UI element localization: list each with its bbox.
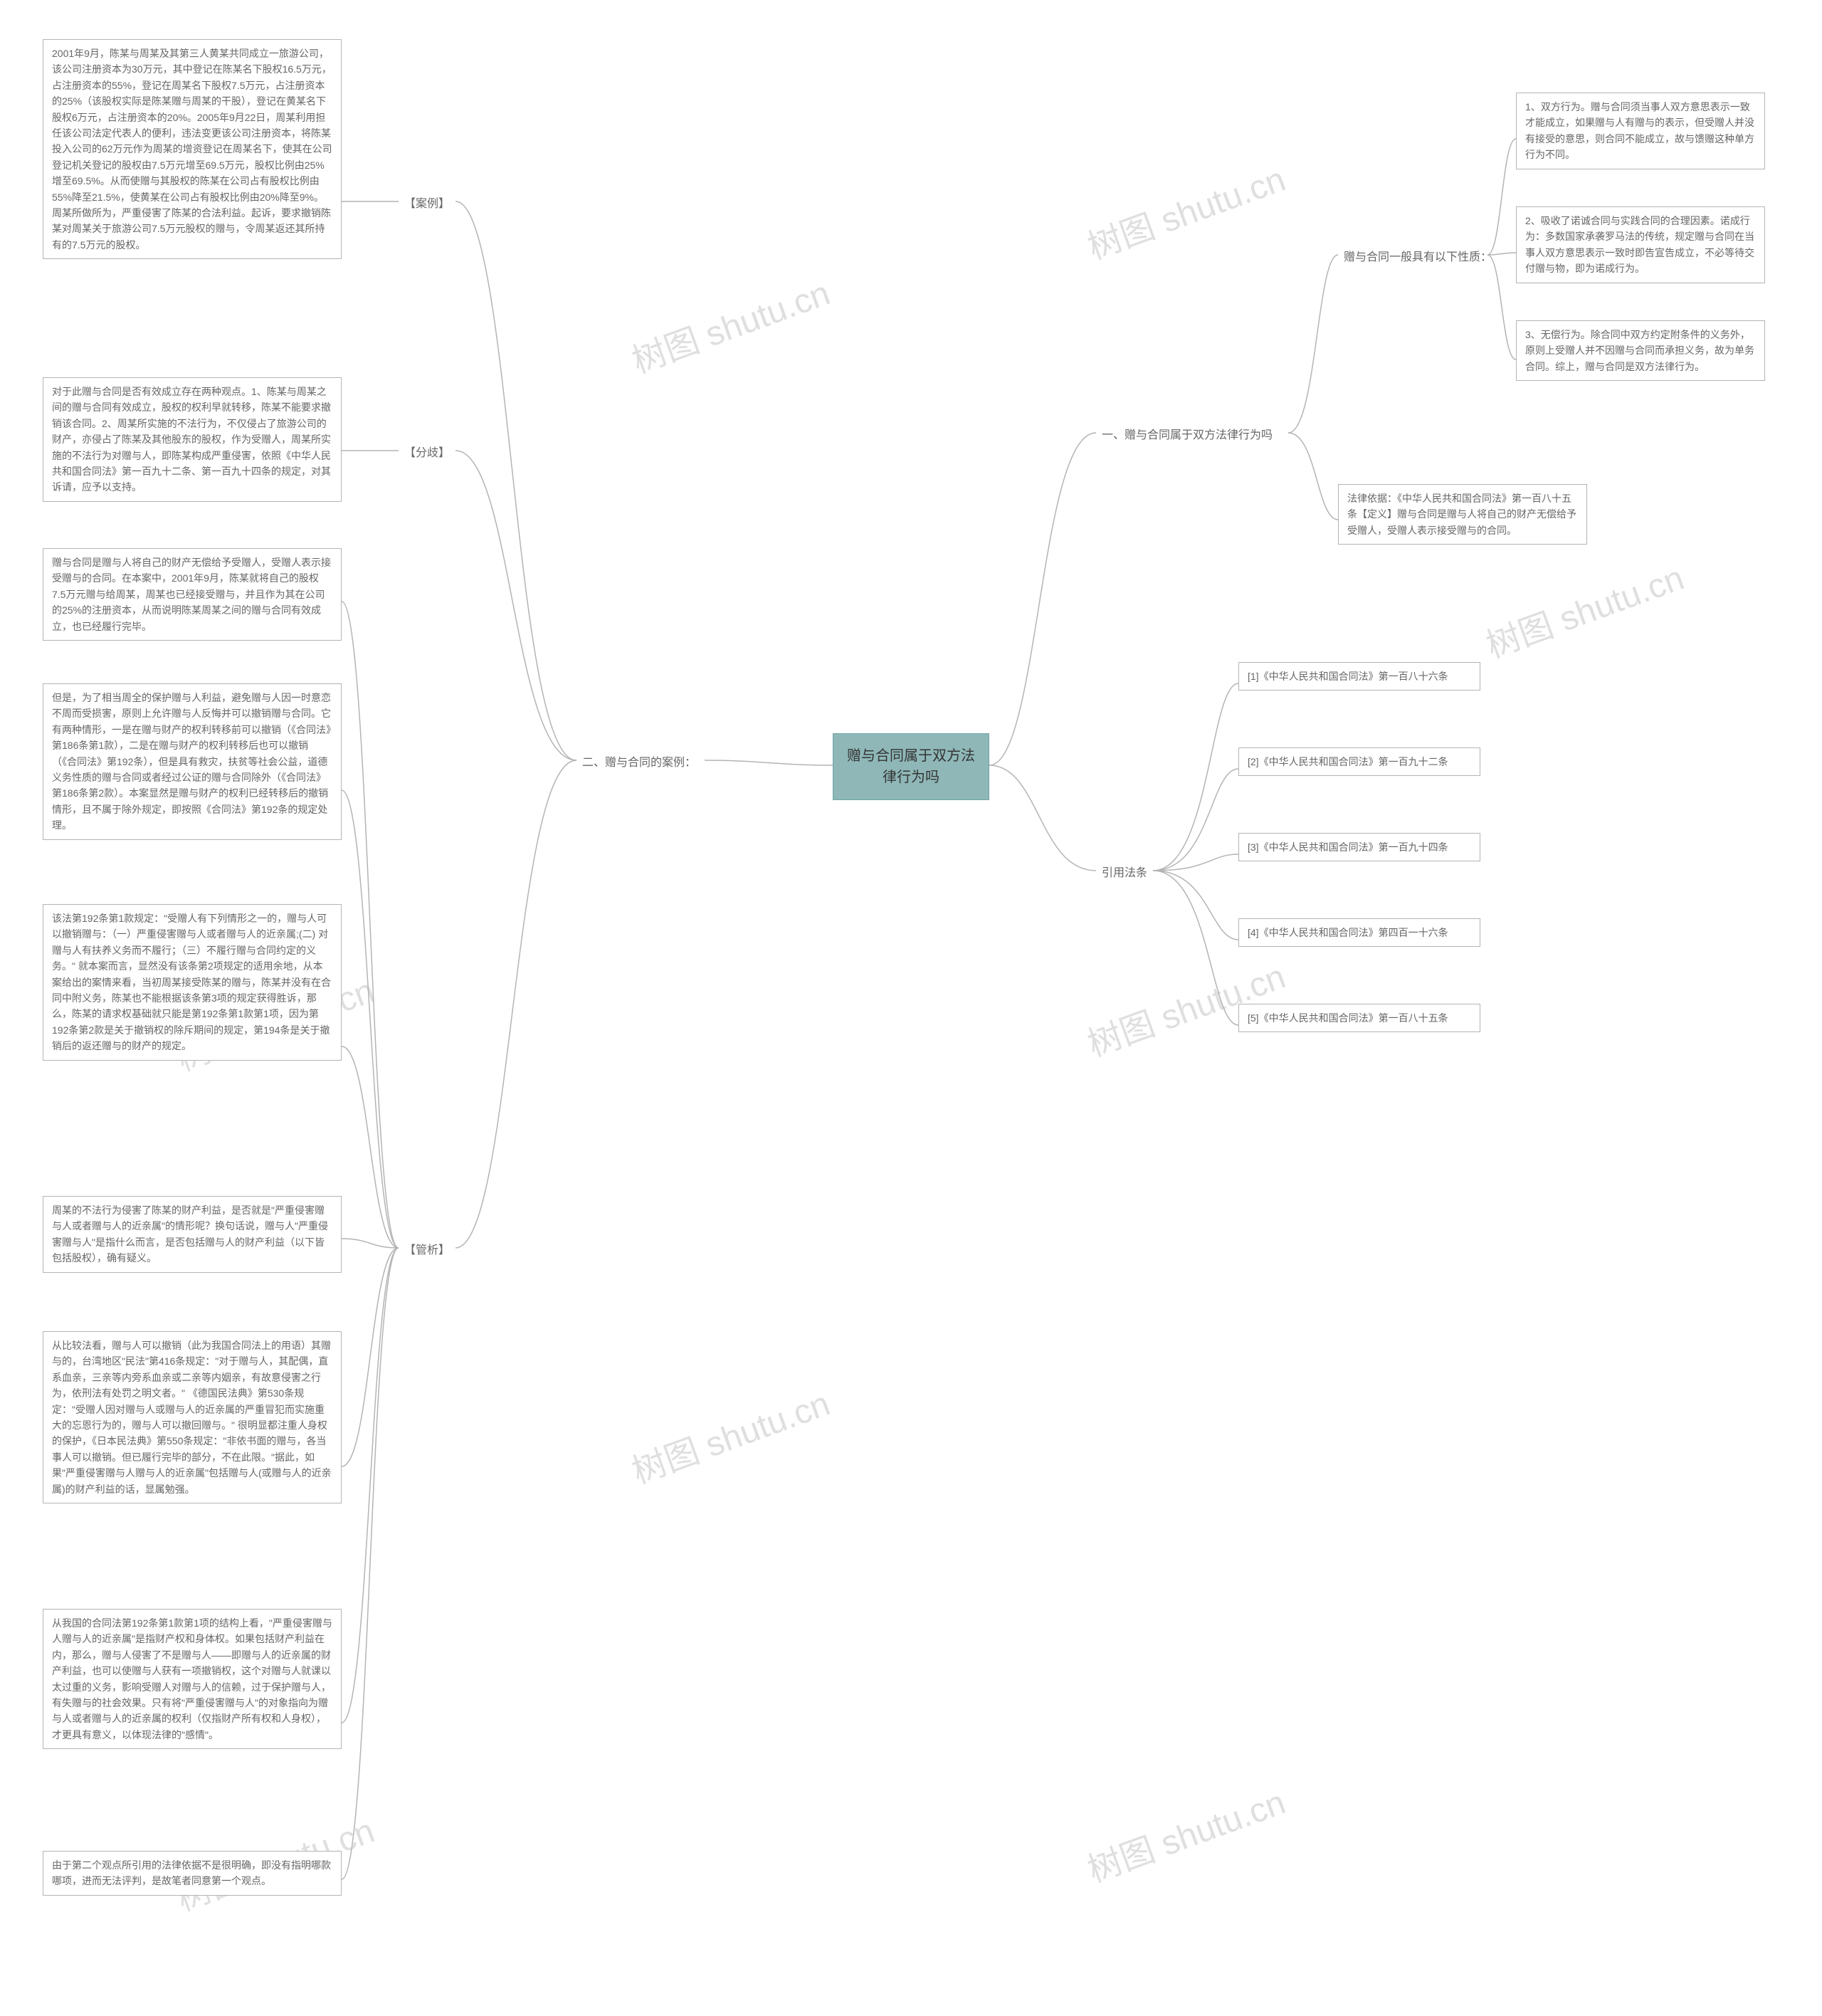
watermark: 树图 shutu.cn <box>624 1375 836 1493</box>
branch1-item: 2、吸收了诺诚合同与实践合同的合理因素。诺成行为：多数国家承袭罗马法的传统，规定… <box>1516 206 1765 283</box>
divergence-label[interactable]: 【分歧】 <box>399 441 456 466</box>
analysis-item: 由于第二个观点所引用的法律依据不是很明确，即没有指明哪款哪项，进而无法评判，是故… <box>43 1851 342 1896</box>
cite-item: [1]《中华人民共和国合同法》第一百八十六条 <box>1238 662 1480 691</box>
watermark: 树图 shutu.cn <box>624 265 836 382</box>
branch1-legal: 法律依据：《中华人民共和国合同法》第一百八十五条【定义】赠与合同是赠与人将自己的… <box>1338 484 1587 545</box>
watermark: 树图 shutu.cn <box>1080 151 1291 268</box>
watermark: 树图 shutu.cn <box>1080 1774 1291 1891</box>
analysis-item: 该法第192条第1款规定："受赠人有下列情形之一的，赠与人可以撤销赠与：（一）严… <box>43 904 342 1061</box>
analysis-item: 从我国的合同法第192条第1款第1项的结构上看，"严重侵害赠与人赠与人的近亲属"… <box>43 1609 342 1749</box>
cite-label[interactable]: 引用法条 <box>1096 861 1153 886</box>
divergence-text: 对于此赠与合同是否有效成立存在两种观点。1、陈某与周某之间的赠与合同有效成立，股… <box>43 377 342 502</box>
analysis-item: 周某的不法行为侵害了陈某的财产利益，是否就是"严重侵害赠与人或者赠与人的近亲属"… <box>43 1196 342 1273</box>
branch2-label[interactable]: 二、赠与合同的案例： <box>576 751 702 775</box>
branch1-item: 1、双方行为。赠与合同须当事人双方意思表示一致才能成立，如果赠与人有赠与的表示，… <box>1516 93 1765 169</box>
cite-item: [5]《中华人民共和国合同法》第一百八十五条 <box>1238 1004 1480 1032</box>
branch1-label[interactable]: 一、赠与合同属于双方法律行为吗 <box>1096 424 1278 448</box>
case-text: 2001年9月，陈某与周某及其第三人黄某共同成立一旅游公司，该公司注册资本为30… <box>43 39 342 259</box>
cite-item: [3]《中华人民共和国合同法》第一百九十四条 <box>1238 833 1480 861</box>
analysis-item: 但是，为了相当周全的保护赠与人利益，避免赠与人因一时意恋不周而受损害，原则上允许… <box>43 683 342 840</box>
analysis-item: 从比较法看，赠与人可以撤销（此为我国合同法上的用语）其赠与的，台湾地区"民法"第… <box>43 1331 342 1503</box>
analysis-item: 赠与合同是赠与人将自己的财产无偿给予受赠人，受赠人表示接受赠与的合同。在本案中，… <box>43 548 342 641</box>
watermark: 树图 shutu.cn <box>1478 550 1690 667</box>
branch1-item: 3、无偿行为。除合同中双方约定附条件的义务外，原则上受赠人并不因赠与合同而承担义… <box>1516 320 1765 381</box>
analysis-label[interactable]: 【管析】 <box>399 1239 456 1263</box>
cite-item: [2]《中华人民共和国合同法》第一百九十二条 <box>1238 747 1480 776</box>
branch1-sub-label[interactable]: 赠与合同一般具有以下性质： <box>1338 246 1497 270</box>
cite-item: [4]《中华人民共和国合同法》第四百一十六条 <box>1238 918 1480 947</box>
center-topic[interactable]: 赠与合同属于双方法律行为吗 <box>833 733 989 800</box>
case-label[interactable]: 【案例】 <box>399 192 456 216</box>
